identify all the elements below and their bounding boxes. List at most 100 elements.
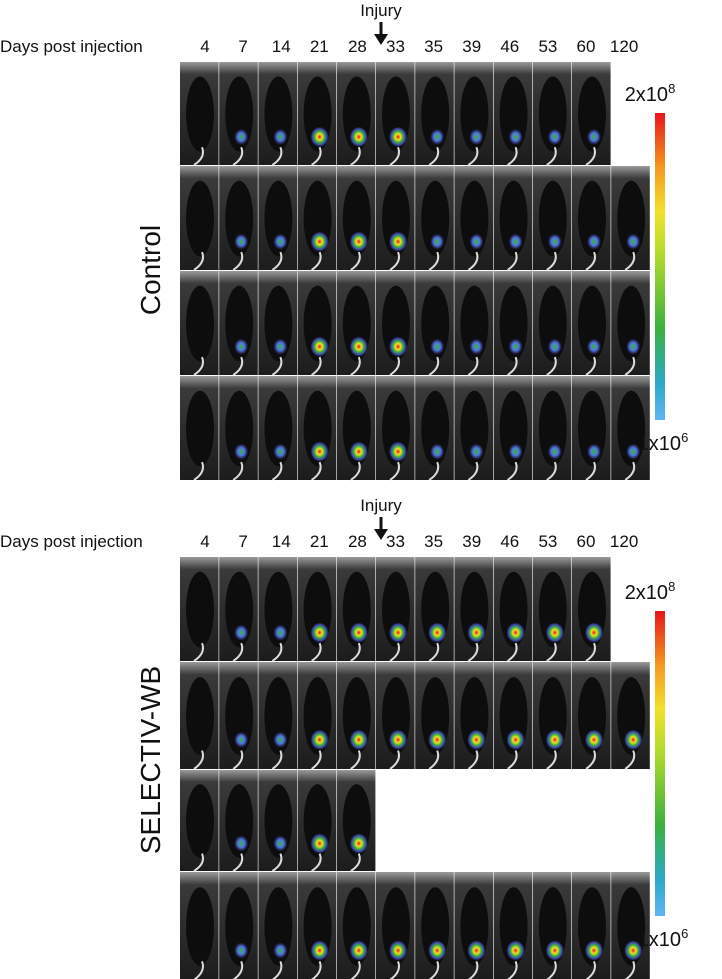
- signal: [234, 443, 249, 460]
- mouse-image: [258, 271, 297, 376]
- mouse-image: [297, 872, 337, 979]
- mouse-tail: [271, 750, 283, 770]
- signal: [428, 622, 447, 643]
- day-label: 14: [272, 532, 291, 551]
- mouse-tail: [350, 251, 361, 271]
- mouse-tail: [350, 853, 361, 872]
- signal: [430, 128, 445, 145]
- mouse-image: [493, 271, 533, 376]
- mouse-tail: [428, 642, 440, 662]
- mouse-image: [611, 376, 650, 481]
- mouse-image: [180, 62, 219, 166]
- signal: [234, 731, 249, 748]
- signal: [349, 622, 368, 643]
- mouse-image: [258, 62, 297, 166]
- mouse-tail: [546, 146, 557, 166]
- day-label: 14: [272, 37, 291, 56]
- mouse-tail: [507, 146, 518, 166]
- mouse-body: [186, 390, 214, 467]
- scale-base: 2x10: [625, 84, 668, 106]
- mouse-tail: [232, 356, 244, 376]
- signal: [508, 128, 523, 145]
- mouse-tail: [428, 251, 440, 271]
- mouse-tail: [389, 750, 400, 770]
- signal: [389, 622, 407, 643]
- signal: [587, 128, 601, 145]
- mouse-body: [186, 571, 214, 648]
- mouse-image: [180, 872, 219, 979]
- signal: [273, 942, 288, 959]
- mouse-image: [258, 376, 297, 481]
- signal: [389, 441, 407, 462]
- mouse-image: [611, 271, 650, 376]
- mouse-tail: [585, 642, 596, 662]
- signal: [508, 443, 523, 460]
- mouse-tail: [271, 461, 283, 481]
- mouse-tail: [624, 356, 636, 376]
- mouse-tail: [389, 642, 400, 662]
- mouse-tail: [271, 961, 283, 979]
- mouse-image: [415, 376, 454, 481]
- mouse-tail: [467, 461, 479, 481]
- day-label: 7: [238, 37, 247, 56]
- mouse-tail: [467, 146, 479, 166]
- signal: [547, 443, 562, 460]
- mouse-tail: [193, 642, 204, 662]
- mouse-image: [454, 62, 493, 166]
- mouse-tail: [546, 750, 557, 770]
- mouse-tail: [546, 642, 557, 662]
- signal: [310, 441, 329, 462]
- mouse-tail: [193, 461, 204, 481]
- day-label: 4: [200, 532, 209, 551]
- scale-exponent: 8: [668, 81, 675, 96]
- mouse-tail: [507, 251, 518, 271]
- signal: [389, 126, 407, 147]
- mouse-tail: [585, 750, 596, 770]
- signal: [545, 622, 564, 643]
- mouse-tail: [232, 853, 244, 872]
- mouse-image: [336, 376, 376, 481]
- mouse-tail: [232, 146, 244, 166]
- mouse-tail: [350, 356, 361, 376]
- mouse-tail: [232, 750, 244, 770]
- mouse-body: [186, 887, 214, 966]
- mouse-image: [572, 271, 611, 376]
- mouse-tail: [507, 461, 518, 481]
- day-label: 21: [310, 37, 329, 56]
- signal: [587, 233, 601, 250]
- signal: [547, 233, 562, 250]
- signal: [467, 729, 486, 750]
- day-label: 120: [610, 37, 638, 56]
- signal: [547, 128, 562, 145]
- mouse-tail: [624, 750, 636, 770]
- mouse-image: [376, 271, 415, 376]
- signal: [234, 128, 249, 145]
- mouse-image: [219, 376, 258, 481]
- mouse-tail: [428, 146, 440, 166]
- signal: [506, 729, 525, 750]
- mouse-image: [219, 166, 258, 271]
- mouse-image: [415, 271, 454, 376]
- signal: [428, 940, 447, 961]
- signal: [234, 338, 249, 355]
- injury-label: Injury: [360, 1, 402, 20]
- mouse-tail: [389, 961, 400, 979]
- day-label: 46: [500, 37, 519, 56]
- mouse-image: [336, 557, 376, 662]
- signal: [469, 233, 484, 250]
- mouse-image: [258, 872, 297, 979]
- mouse-tail: [467, 251, 479, 271]
- day-label: 33: [386, 37, 405, 56]
- mouse-image: [219, 770, 258, 872]
- mouse-body: [186, 784, 214, 858]
- mouse-image: [180, 662, 219, 770]
- mouse-image: [219, 872, 258, 979]
- color-scale: [655, 113, 665, 420]
- mouse-tail: [428, 750, 440, 770]
- mouse-tail: [585, 146, 596, 166]
- signal: [234, 624, 249, 641]
- mouse-tail: [546, 461, 557, 481]
- mouse-image: [572, 62, 611, 166]
- mouse-image: [572, 166, 611, 271]
